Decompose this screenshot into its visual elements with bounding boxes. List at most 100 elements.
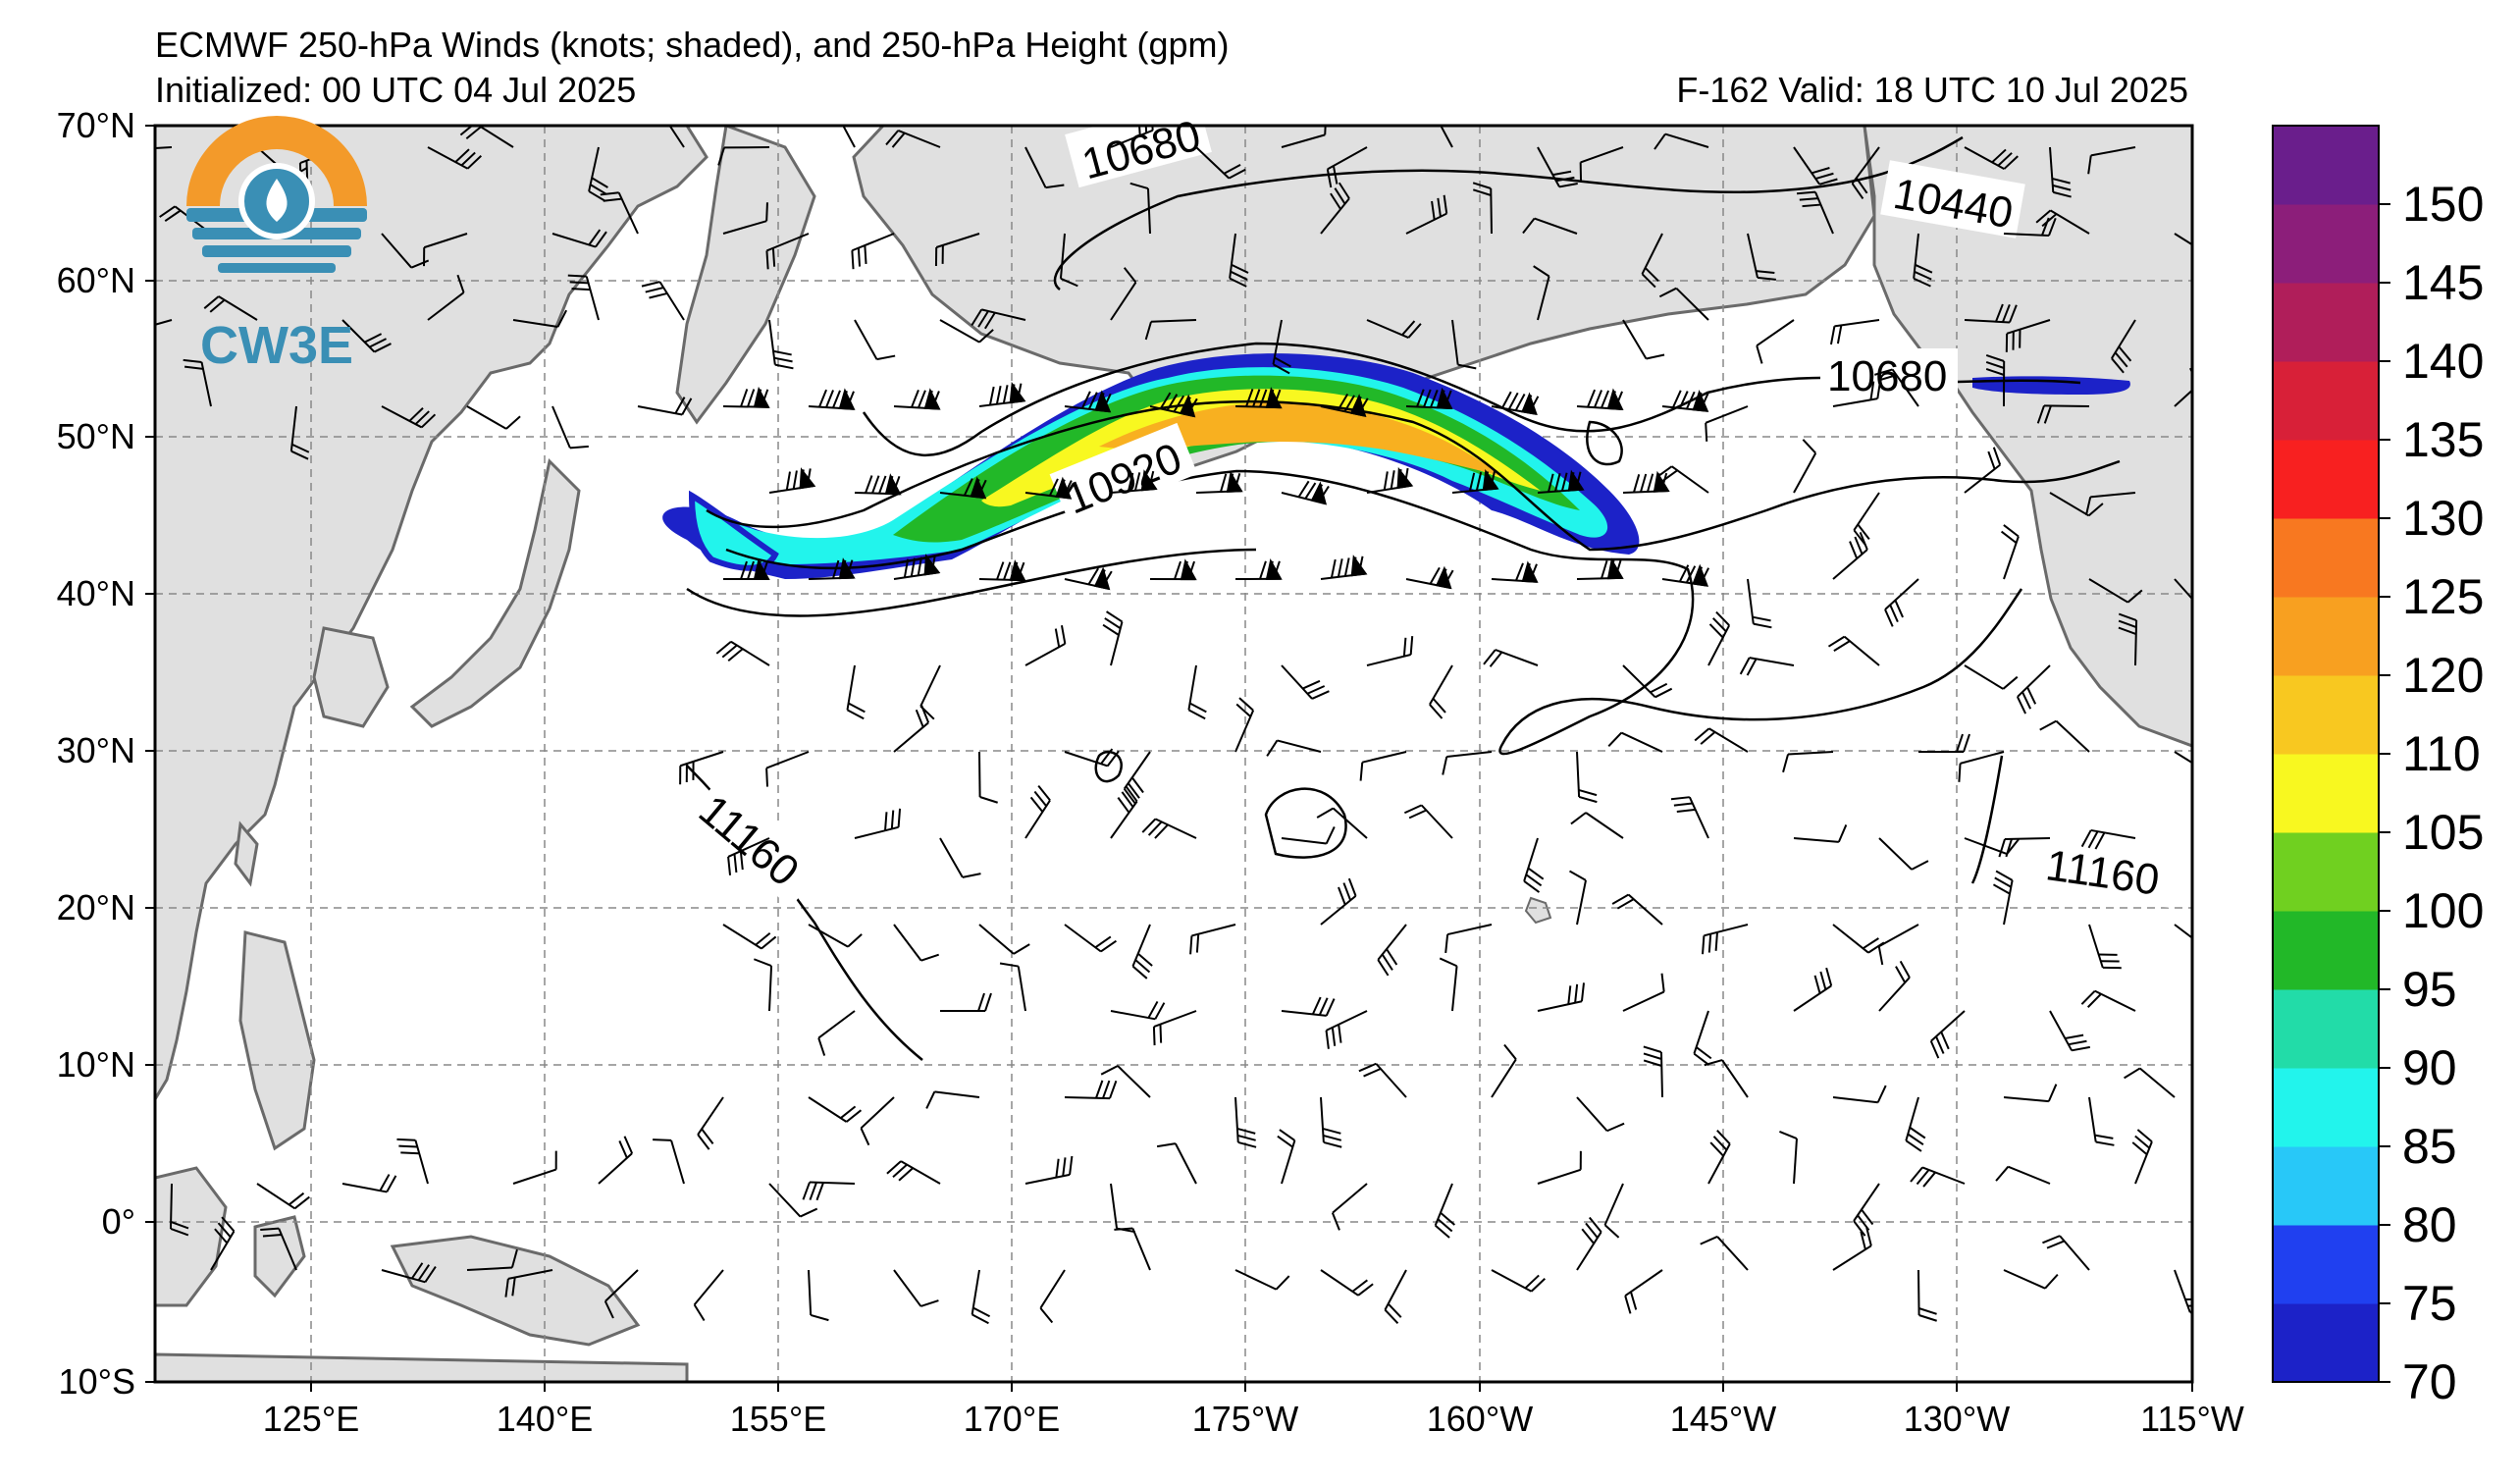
wind-barb xyxy=(971,1269,991,1325)
wind-barb xyxy=(1929,1010,1966,1059)
wind-barb xyxy=(1491,1269,1547,1293)
wind-barb xyxy=(846,664,866,720)
wind-barb xyxy=(1064,924,1118,953)
wind-barb xyxy=(1100,1065,1151,1098)
wind-barb xyxy=(1110,469,1158,494)
wind-barb xyxy=(2088,924,2122,970)
wind-barb xyxy=(1853,1183,1880,1237)
wind-barb xyxy=(1643,1045,1663,1098)
colorbar-swatch xyxy=(2273,204,2379,284)
wind-barb xyxy=(893,388,941,410)
wind-barb xyxy=(1693,1010,1712,1066)
wind-barb xyxy=(1277,1129,1296,1185)
wind-barb xyxy=(1576,1216,1602,1271)
wind-barb xyxy=(1877,924,1919,966)
wind-barb xyxy=(657,126,685,148)
colorbar-swatch xyxy=(2273,1146,2379,1226)
wind-barb xyxy=(2000,524,2020,580)
wind-barb xyxy=(1522,217,1578,235)
wind-barb xyxy=(1964,146,2019,170)
wind-barb xyxy=(1998,837,2051,858)
wind-barb xyxy=(1281,996,1336,1017)
wind-barb xyxy=(1149,558,1197,581)
land-layer xyxy=(155,126,2192,1382)
wind-barb xyxy=(1491,560,1539,583)
colorbar-swatch xyxy=(2273,911,2379,990)
colorbar-swatch xyxy=(2273,126,2379,205)
wind-barb xyxy=(1622,664,1673,699)
colorbar-label: 90 xyxy=(2402,1040,2457,1095)
logo-text: CW3E xyxy=(200,316,353,375)
wind-barb xyxy=(256,1183,310,1210)
wind-barb xyxy=(1064,748,1120,768)
wind-barb xyxy=(1144,319,1197,341)
wind-barb xyxy=(155,319,173,334)
wind-barb xyxy=(2084,492,2136,516)
wind-barb xyxy=(381,1262,437,1284)
wind-barb xyxy=(808,1096,863,1123)
colorbar-swatch xyxy=(2273,283,2379,362)
wind-barb xyxy=(2003,1084,2058,1103)
wind-barb xyxy=(169,1183,189,1237)
lat-label: 40°N xyxy=(57,573,135,613)
wind-barb xyxy=(802,1181,856,1201)
wind-barb xyxy=(893,554,941,580)
wind-barb xyxy=(753,958,773,1012)
wind-barb xyxy=(1995,1165,2051,1185)
colorbar-swatch xyxy=(2273,832,2379,912)
lon-label: 145°W xyxy=(1670,1399,1776,1439)
wind-barb xyxy=(1266,739,1322,757)
wind-barb xyxy=(1129,182,1151,235)
wind-barb xyxy=(512,1150,557,1185)
wind-barb xyxy=(459,126,514,148)
wind-barb xyxy=(1272,319,1291,375)
colorbar-label: 85 xyxy=(2402,1119,2457,1174)
wind-barb xyxy=(1439,957,1458,1012)
wind-barb xyxy=(2080,989,2136,1012)
wind-barb xyxy=(1832,1085,1887,1104)
wind-barb xyxy=(1702,924,1749,955)
wind-barb xyxy=(1281,126,1328,148)
wind-barb xyxy=(512,309,568,329)
wind-barb xyxy=(1326,146,1368,188)
wind-barb xyxy=(939,992,992,1013)
wind-barb xyxy=(1707,1130,1731,1185)
land-philippines xyxy=(238,930,316,1151)
wind-barb xyxy=(1405,194,1448,235)
wind-barb xyxy=(1131,924,1153,980)
wind-barb xyxy=(1832,380,1882,407)
contour-label: 10680 xyxy=(1827,352,1947,400)
wind-barb xyxy=(1537,1150,1582,1185)
wind-barb xyxy=(2174,233,2192,259)
wind-barb xyxy=(999,962,1026,1012)
wind-barb xyxy=(1114,1227,1151,1271)
wind-barb xyxy=(854,319,896,361)
colorbar-label: 75 xyxy=(2402,1276,2457,1331)
wind-barb xyxy=(1832,532,1868,580)
wind-barb xyxy=(1187,664,1207,720)
wind-barb xyxy=(1195,470,1243,494)
wind-barb xyxy=(939,476,987,500)
wind-barb xyxy=(1917,1269,1937,1322)
wind-barb xyxy=(1281,480,1330,505)
wind-barb xyxy=(768,319,794,370)
wind-barb xyxy=(765,751,810,787)
wind-barb xyxy=(2039,719,2090,753)
wind-barb xyxy=(860,1096,895,1146)
wind-barb xyxy=(939,837,981,878)
colorbar-label: 120 xyxy=(2402,648,2484,703)
wind-barb xyxy=(1403,804,1453,839)
wind-barb xyxy=(381,405,437,429)
wind-barb xyxy=(1189,924,1236,955)
wind-barb xyxy=(1059,233,1078,288)
wind-barb xyxy=(1884,578,1919,627)
wind-barb xyxy=(1358,1062,1407,1098)
wind-barb xyxy=(893,1269,939,1307)
latitude-axis: 70°N 60°N 50°N 40°N 30°N 20°N 10°N 0° 10… xyxy=(57,105,155,1402)
wind-barb xyxy=(1985,353,2006,407)
wind-barb xyxy=(1123,751,1151,805)
wind-barb xyxy=(893,705,930,753)
wind-barb xyxy=(1039,1269,1066,1324)
wind-barb xyxy=(1366,466,1414,494)
wind-barb xyxy=(1707,610,1731,666)
